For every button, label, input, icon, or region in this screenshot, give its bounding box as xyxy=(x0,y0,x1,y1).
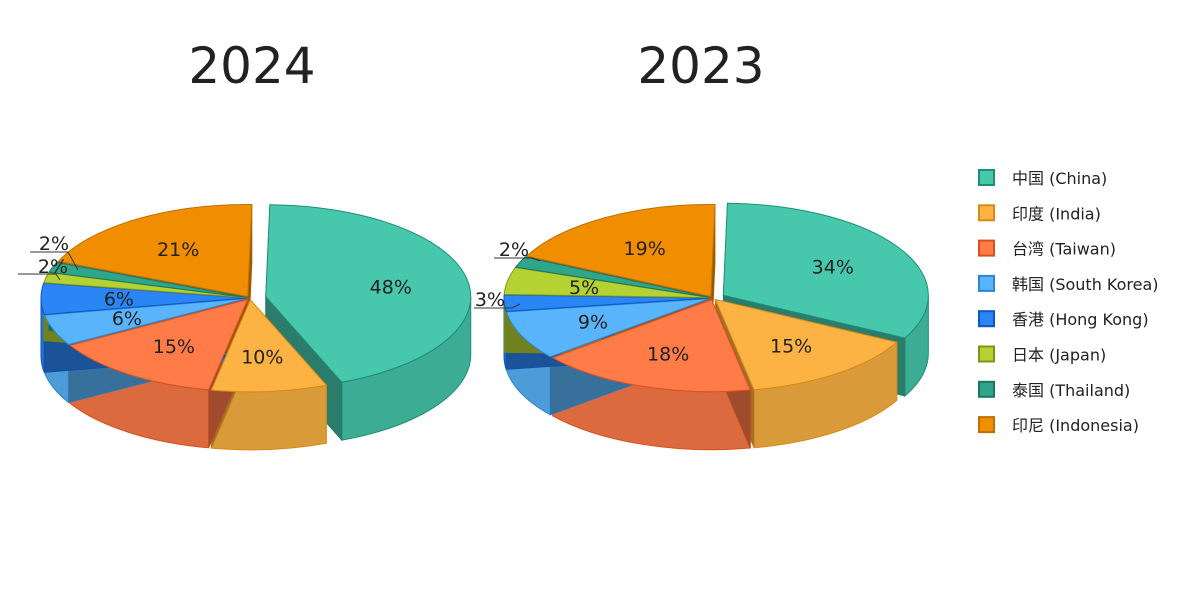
legend-label: 印尼 (Indonesia) xyxy=(1012,416,1139,435)
pie-data-label: 19% xyxy=(624,238,666,260)
pie-label-leader xyxy=(30,251,79,271)
pie-data-label: 2% xyxy=(38,256,68,278)
pie-slice xyxy=(551,299,751,393)
pie-slice xyxy=(48,261,247,298)
pie-slice xyxy=(57,204,253,298)
legend-swatch xyxy=(978,345,995,363)
pie-label-leader xyxy=(494,257,541,262)
pie-data-label: 3% xyxy=(475,289,505,311)
pie-slice xyxy=(505,298,710,358)
pie-slice xyxy=(722,202,929,339)
pie-data-label: 48% xyxy=(370,277,412,299)
pie-data-label: 2% xyxy=(39,233,69,255)
pie-2023: 34% 15% 18% 9% 3% 5% 2% 19% xyxy=(474,202,929,451)
legend-label: 中国 (China) xyxy=(1012,169,1107,188)
legend-label: 泰国 (Thailand) xyxy=(1012,381,1130,400)
pie-slice xyxy=(68,298,249,391)
pie-slice xyxy=(210,298,328,393)
pie-slice xyxy=(525,203,716,298)
pie-data-label: 34% xyxy=(812,256,854,278)
pie-2024: 48% 10% 15% 6%6% 2%2% 21% xyxy=(18,204,472,451)
legend-label: 日本 (Japan) xyxy=(1012,346,1106,365)
pie-data-label: 6% xyxy=(104,289,134,311)
legend-swatch xyxy=(978,416,995,434)
legend-swatch xyxy=(978,380,995,398)
pie-data-label: 2% xyxy=(499,239,529,261)
legend-label: 香港 (Hong Kong) xyxy=(1012,310,1149,329)
chart-title-2023: 2023 xyxy=(637,37,764,95)
pie-data-label: 9% xyxy=(578,312,608,334)
pie-label-leader xyxy=(18,273,61,281)
chart-title-2024: 2024 xyxy=(188,37,315,95)
pie-data-label: 15% xyxy=(770,335,812,357)
legend-label: 印度 (India) xyxy=(1012,204,1101,223)
pie-data-label: 6% xyxy=(112,308,142,330)
legend-swatch xyxy=(978,310,995,328)
pie-data-label: 21% xyxy=(157,239,199,261)
legend-swatch xyxy=(978,239,995,257)
pie-data-label: 15% xyxy=(153,336,195,358)
legend-swatch xyxy=(978,204,995,222)
legend-swatch xyxy=(978,274,995,292)
legend-label: 韩国 (South Korea) xyxy=(1012,275,1159,294)
legend-label: 台湾 (Taiwan) xyxy=(1012,240,1116,259)
legend-swatch xyxy=(978,169,995,186)
pie-slice xyxy=(265,204,472,383)
pie-label-leader xyxy=(474,303,521,309)
pie-slice xyxy=(43,298,247,346)
pie-data-label: 5% xyxy=(569,277,599,299)
pie-data-label: 10% xyxy=(241,347,283,369)
pie-data-label: 18% xyxy=(647,343,689,365)
legend: 中国 (China) 印度 (India) 台湾 (Taiwan) 韩国 (South… xyxy=(978,169,1159,435)
pie-slice xyxy=(514,256,710,298)
pie-slice xyxy=(714,298,898,391)
